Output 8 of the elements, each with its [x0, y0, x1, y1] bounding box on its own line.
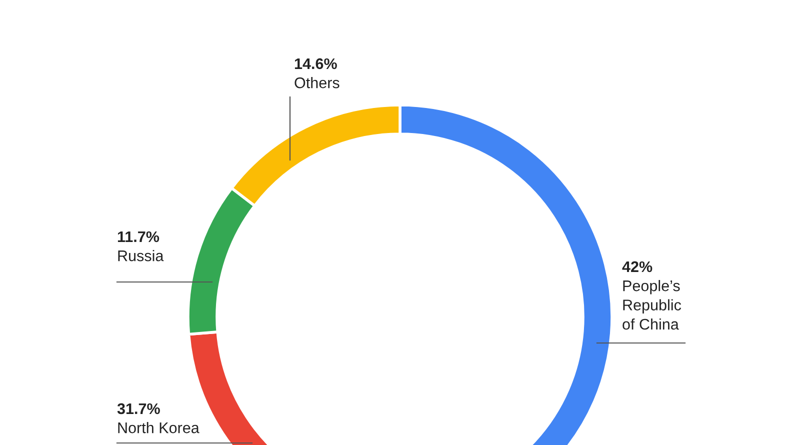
slice-label: Others: [294, 77, 340, 88]
slice-label: People’s Republic of China: [622, 280, 682, 330]
data-label: 42%: [622, 261, 652, 272]
data-label: 14.6%: [294, 58, 337, 70]
data-label: 11.7%: [118, 231, 160, 242]
slice-label: Russia: [118, 250, 164, 262]
slice-label: North Korea: [118, 422, 200, 434]
data-label: 31.7%: [117, 403, 160, 414]
